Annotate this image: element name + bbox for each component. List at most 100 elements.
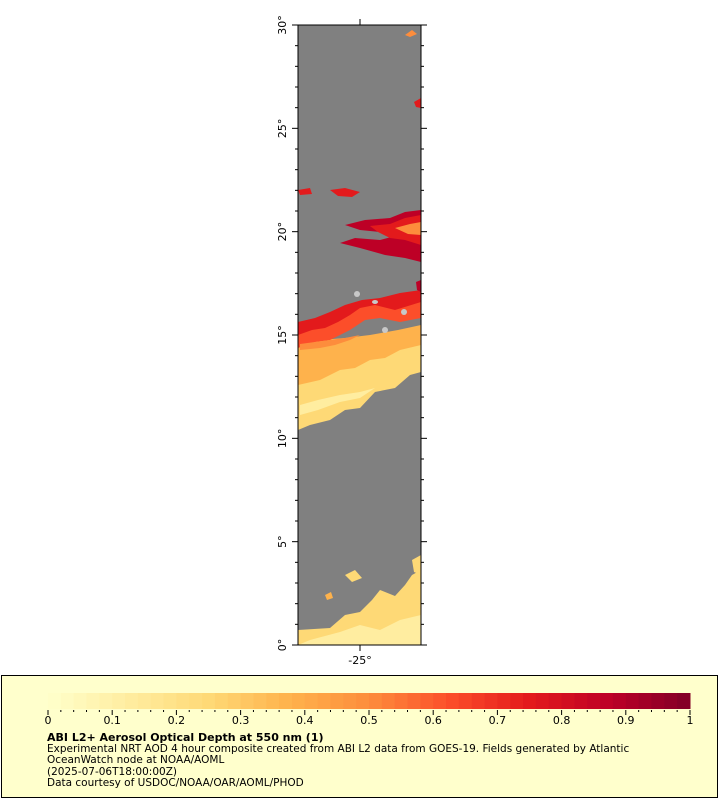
colorbar-cell <box>587 693 601 709</box>
colorbar-tick-label: 0.5 <box>360 714 378 727</box>
colorbar-cell <box>600 693 614 709</box>
colorbar-cell <box>202 693 216 709</box>
colorbar-cell <box>651 693 665 709</box>
colorbar-cell <box>137 693 152 709</box>
colorbar-cell <box>317 693 331 709</box>
product-title: ABI L2+ Aerosol Optical Depth at 550 nm … <box>47 731 324 744</box>
colorbar-cell <box>304 693 319 709</box>
aod-speck-top-a <box>405 30 417 37</box>
colorbar-cell <box>99 693 113 709</box>
colorbar-tick-label: 0.3 <box>232 714 250 727</box>
lat-label: 10° <box>276 429 289 449</box>
colorbar-cell <box>112 693 126 709</box>
missing-spot-b <box>401 309 407 315</box>
colorbar-cell <box>394 693 409 709</box>
colorbar-cell <box>535 693 550 709</box>
colorbar-cell <box>266 693 280 709</box>
colorbar-cell <box>471 693 486 709</box>
colorbar-cell <box>458 693 473 709</box>
lat-label: 30° <box>276 15 289 35</box>
aod-plume-20-tip <box>330 188 360 197</box>
colorbar-cell <box>163 693 177 709</box>
colorbar-cell <box>625 693 640 709</box>
lat-label: 20° <box>276 222 289 242</box>
colorbar-cell <box>369 693 383 709</box>
colorbar <box>48 693 691 709</box>
colorbar-cell <box>497 693 511 709</box>
aod-plume-20-orange <box>395 222 421 235</box>
colorbar-cell <box>407 693 421 709</box>
colorbar-cell <box>612 693 627 709</box>
aod-band-orange-low <box>300 335 360 350</box>
colorbar-cell <box>240 693 254 709</box>
colorbar-cell <box>561 693 575 709</box>
credit-block: ABI L2+ Aerosol Optical Depth at 550 nm … <box>47 732 687 790</box>
colorbar-tick-label: 0.7 <box>489 714 507 727</box>
colorbar-cell <box>574 693 588 709</box>
lat-axis: 0° 5° 10° 15° 20° 25° 30° <box>276 15 298 651</box>
lon-label: -25° <box>348 654 371 667</box>
colorbar-cell <box>638 693 652 709</box>
colorbar-ticks: 0 0.1 0.2 0.3 0.4 0.5 0.6 0.7 0.8 0.9 1 <box>45 710 694 727</box>
colorbar-tick-label: 0.1 <box>103 714 121 727</box>
colorbar-cell <box>227 693 242 709</box>
credit-attribution: Data courtesy of USDOC/NOAA/OAR/AOML/PHO… <box>47 777 304 789</box>
aod-speck-top-b <box>414 98 421 108</box>
credit-timestamp: (2025-07-06T18:00:00Z) <box>47 765 177 778</box>
colorbar-cell <box>189 693 203 709</box>
colorbar-cell <box>548 693 563 709</box>
colorbar-tick-label: 1 <box>687 714 694 727</box>
colorbar-cell <box>48 693 62 709</box>
colorbar-tick-label: 0.2 <box>168 714 186 727</box>
colorbar-tick-label: 0.8 <box>553 714 571 727</box>
colorbar-cell <box>214 693 229 709</box>
colorbar-tick-label: 0.4 <box>296 714 314 727</box>
aod-spot-c <box>325 592 333 600</box>
aod-plume-20-inner <box>370 215 421 245</box>
lat-label: 0° <box>276 639 289 652</box>
map-area: 0° 5° 10° 15° 20° 25° 30° -25° <box>276 15 427 667</box>
colorbar-tick-label: 0.6 <box>424 714 442 727</box>
colorbar-cell <box>125 693 139 709</box>
aod-band-mid-light <box>300 388 375 415</box>
aod-spot-b <box>412 555 421 575</box>
colorbar-tick-label: 0 <box>45 714 52 727</box>
aod-speck-top-c <box>298 188 312 195</box>
lat-label: 5° <box>276 535 289 548</box>
missing-spot-d <box>372 300 378 304</box>
colorbar-cell <box>484 693 498 709</box>
colorbar-cell <box>664 693 678 709</box>
map-svg: 0° 5° 10° 15° 20° 25° 30° -25° <box>276 15 427 667</box>
colorbar-cell <box>150 693 165 709</box>
colorbar-cell <box>253 693 267 709</box>
missing-spot-c <box>382 327 388 333</box>
colorbar-cell <box>356 693 370 709</box>
credit-description: Experimental NRT AOD 4 hour composite cr… <box>47 742 630 766</box>
colorbar-cell <box>279 693 293 709</box>
colorbar-cell <box>176 693 190 709</box>
missing-spot-a <box>354 291 360 297</box>
colorbar-cell <box>677 693 691 709</box>
colorbar-cell <box>381 693 396 709</box>
lat-label: 25° <box>276 119 289 139</box>
aod-speck-top-d <box>416 280 421 292</box>
legend-panel: 0 0.1 0.2 0.3 0.4 0.5 0.6 0.7 0.8 0.9 1 <box>1 675 718 798</box>
colorbar-cell <box>60 693 75 709</box>
colorbar-cell <box>343 693 357 709</box>
lat-label: 15° <box>276 325 289 345</box>
colorbar-cell <box>73 693 88 709</box>
colorbar-cell <box>446 693 460 709</box>
colorbar-cell <box>433 693 447 709</box>
colorbar-cell <box>523 693 537 709</box>
aod-band-darkred <box>298 290 421 335</box>
colorbar-cell <box>86 693 100 709</box>
colorbar-cell <box>510 693 524 709</box>
colorbar-svg: 0 0.1 0.2 0.3 0.4 0.5 0.6 0.7 0.8 0.9 1 <box>45 693 694 727</box>
aod-field <box>298 30 421 645</box>
colorbar-tick-label: 0.9 <box>617 714 635 727</box>
aod-patch-south-light <box>298 615 421 645</box>
colorbar-cell <box>330 693 344 709</box>
aod-spot-a <box>345 570 362 582</box>
colorbar-cell <box>420 693 434 709</box>
colorbar-cell <box>291 693 306 709</box>
